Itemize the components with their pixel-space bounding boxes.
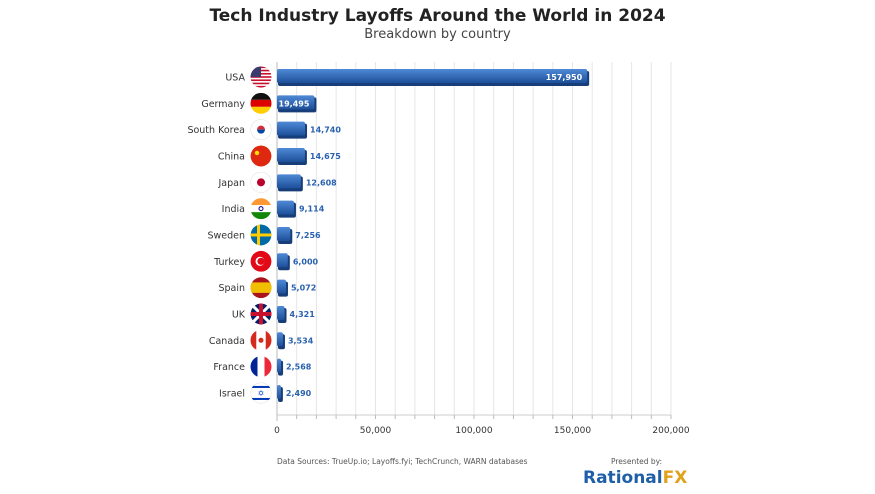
band	[265, 329, 272, 351]
israel-flag-icon: ✡	[250, 382, 272, 404]
leaf	[258, 337, 264, 343]
band	[250, 356, 258, 378]
value-label: 6,000	[293, 257, 319, 266]
bar	[277, 226, 291, 241]
flag-bg	[250, 145, 272, 167]
category-label: China	[218, 151, 245, 162]
category-label: UK	[232, 309, 246, 320]
usa-flag-icon	[250, 66, 272, 88]
taeguk	[257, 125, 265, 130]
category-label: USA	[225, 73, 245, 84]
china-flag-icon	[250, 145, 272, 167]
canada-flag-icon	[250, 329, 272, 351]
value-label: 4,321	[290, 310, 316, 319]
bar	[277, 358, 282, 373]
band	[250, 329, 257, 351]
band	[250, 92, 272, 100]
stripe	[250, 79, 272, 82]
bar	[277, 384, 281, 399]
japan-flag-icon	[250, 171, 272, 193]
band	[250, 106, 272, 114]
bar	[277, 69, 588, 83]
band	[257, 356, 265, 378]
cross	[259, 303, 263, 325]
sweden-flag-icon	[250, 224, 272, 246]
category-label: Sweden	[207, 230, 245, 241]
value-label: 14,740	[310, 126, 341, 135]
value-label: 12,608	[306, 178, 337, 187]
presented-by: Presented by:	[611, 457, 663, 466]
value-label: 3,534	[288, 336, 314, 345]
category-label: Germany	[201, 99, 245, 110]
value-label: 19,495	[279, 99, 310, 108]
cross	[250, 233, 272, 237]
turkey-flag-icon	[250, 250, 272, 272]
bar	[277, 305, 285, 320]
stripe	[250, 85, 272, 88]
value-label: 5,072	[291, 284, 316, 293]
x-tick-label: 150,000	[554, 426, 591, 436]
bar	[277, 147, 305, 162]
star	[254, 150, 260, 156]
chakra	[258, 206, 264, 212]
canton	[250, 66, 261, 77]
band	[250, 385, 272, 388]
category-label: Israel	[219, 388, 245, 399]
cross	[257, 224, 260, 246]
south-korea-flag-icon	[250, 119, 272, 141]
spain-flag-icon	[250, 277, 272, 299]
band	[264, 356, 272, 378]
chart-title: Tech Industry Layoffs Around the World i…	[209, 6, 666, 26]
value-label: 157,950	[546, 73, 583, 82]
bar	[277, 279, 286, 294]
stripe	[250, 82, 272, 85]
value-label: 2,568	[286, 363, 312, 372]
uk-flag-icon	[250, 303, 272, 325]
bar	[277, 253, 288, 268]
france-flag-icon	[250, 356, 272, 378]
crescent	[257, 257, 265, 265]
band	[250, 205, 272, 213]
band	[250, 198, 272, 206]
category-label: France	[213, 362, 245, 373]
brand-logo: RationalFX	[583, 468, 688, 488]
bar	[277, 332, 283, 347]
category-label: Japan	[218, 178, 246, 189]
india-flag-icon	[250, 198, 272, 220]
bar	[277, 174, 301, 189]
germany-flag-icon	[250, 92, 272, 114]
taeguk	[257, 129, 265, 134]
category-label: Canada	[209, 336, 245, 347]
value-label: 7,256	[295, 231, 321, 240]
value-label: 2,490	[286, 389, 312, 398]
sun	[257, 178, 265, 187]
band	[250, 99, 272, 107]
bar	[277, 200, 294, 215]
band	[250, 282, 272, 293]
band	[250, 212, 272, 220]
bar	[277, 95, 315, 110]
category-label: Turkey	[213, 257, 245, 268]
bar	[277, 121, 306, 136]
x-tick-label: 100,000	[455, 426, 492, 436]
data-sources: Data Sources: TrueUp.io; Layoffs.fyi; Te…	[277, 457, 528, 466]
category-label: Spain	[218, 283, 245, 294]
x-tick-label: 0	[274, 426, 280, 436]
x-tick-label: 200,000	[652, 426, 689, 436]
category-label: India	[222, 204, 245, 215]
x-tick-label: 50,000	[360, 426, 392, 436]
value-label: 14,675	[310, 152, 341, 161]
star: ✡	[258, 389, 265, 398]
category-label: South Korea	[187, 125, 245, 136]
value-label: 9,114	[299, 205, 325, 214]
band	[250, 397, 272, 400]
chart-subtitle: Breakdown by country	[364, 27, 511, 42]
